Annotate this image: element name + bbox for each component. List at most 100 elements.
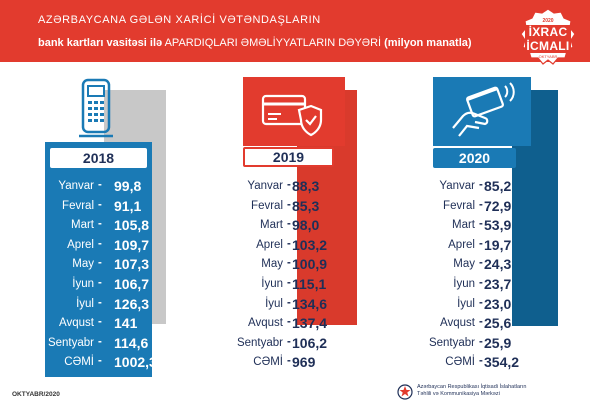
month-label: Fevral xyxy=(62,199,94,212)
year-label: 2020 xyxy=(433,148,516,168)
title-rest-part: APARDIQLARI ƏMƏLİYYATLARIN DƏYƏRİ xyxy=(162,37,385,49)
dash-separator: - xyxy=(287,218,291,231)
value-label: 141 xyxy=(114,315,138,332)
dash-separator: - xyxy=(479,277,483,289)
month-label: İyun xyxy=(72,278,94,290)
dash-separator: - xyxy=(98,179,102,191)
month-row: Yanvar -88,3 xyxy=(0,178,590,196)
month-label: İyun xyxy=(453,278,475,290)
month-row: Fevral -91,1 xyxy=(0,198,590,216)
month-label: Aprel xyxy=(448,238,475,251)
value-label: 25,9 xyxy=(484,334,512,351)
month-label: Avqust xyxy=(59,317,94,330)
month-row: Avqust -141 xyxy=(0,315,590,333)
dash-separator: - xyxy=(287,316,291,329)
month-row: Sentyabr -106,2 xyxy=(0,335,590,353)
export-review-badge: 2020 İXRAC İCMALI OKTYABR xyxy=(519,8,577,70)
year-label: 2018 xyxy=(50,148,147,168)
month-label: Yanvar xyxy=(247,180,283,192)
org-line1: Azərbaycan Respublikası İqtisadi İslahat… xyxy=(417,384,527,390)
value-label: 115,1 xyxy=(292,276,327,292)
dash-separator: - xyxy=(98,218,102,231)
panel-icon-card xyxy=(433,77,531,146)
dash-separator: - xyxy=(287,355,291,368)
org-line2: Təhlili və Kommunikasiya Mərkəzi xyxy=(417,391,500,397)
value-label: 23,0 xyxy=(484,295,512,312)
value-label: 137,4 xyxy=(292,315,328,332)
header-banner: AZƏRBAYCANA GƏLƏN XARİCİ VƏTƏNDAŞLARIN b… xyxy=(0,0,590,62)
value-label: 23,7 xyxy=(484,276,512,292)
value-label: 72,9 xyxy=(484,197,512,214)
month-row: Aprel -109,7 xyxy=(0,237,590,255)
year-label: 2019 xyxy=(243,147,334,167)
total-row: CƏMİ -969 xyxy=(0,354,590,372)
value-label: 105,8 xyxy=(114,217,150,234)
badge-small-text: OKTYABR xyxy=(538,54,558,59)
dash-separator: - xyxy=(287,237,291,250)
month-row: Avqust -137,4 xyxy=(0,315,590,333)
dash-separator: - xyxy=(479,316,483,329)
panel-card xyxy=(45,142,152,377)
month-row: Yanvar -99,8 xyxy=(0,178,590,196)
value-label: 100,9 xyxy=(292,256,328,273)
month-label: Sentyabr xyxy=(236,336,283,349)
month-row: May -107,3 xyxy=(0,256,590,274)
month-row: Mart -98,0 xyxy=(0,217,590,235)
month-label: İyul xyxy=(76,297,94,310)
dash-separator: - xyxy=(479,198,483,211)
month-label: Avqust xyxy=(248,317,283,330)
month-label: İyun xyxy=(261,278,283,290)
month-row: Aprel -103,2 xyxy=(0,237,590,255)
dash-separator: - xyxy=(479,218,483,231)
dash-separator: - xyxy=(479,257,483,270)
month-label: May xyxy=(261,258,283,271)
dash-separator: - xyxy=(287,198,291,211)
dash-separator: - xyxy=(287,335,291,348)
value-label: 106,7 xyxy=(114,276,150,292)
value-label: 354,2 xyxy=(484,354,520,371)
month-label: İyul xyxy=(457,297,475,310)
footer-date: OKTYABR/2020 xyxy=(12,391,60,398)
dash-separator: - xyxy=(479,296,483,309)
dash-separator: - xyxy=(98,277,102,289)
month-label: Mart xyxy=(452,219,475,232)
title-line1: AZƏRBAYCANA GƏLƏN XARİCİ VƏTƏNDAŞLARIN xyxy=(38,14,321,26)
month-label: Sentyabr xyxy=(428,336,475,349)
month-label: Mart xyxy=(71,219,94,232)
value-label: 969 xyxy=(292,354,316,371)
panel-icon-card xyxy=(243,77,345,146)
value-label: 109,7 xyxy=(114,236,150,253)
value-label: 1002,3 xyxy=(114,354,157,371)
month-row: Mart -105,8 xyxy=(0,217,590,235)
dash-separator: - xyxy=(98,335,102,348)
value-label: 134,6 xyxy=(292,295,328,312)
title-unit-part: (milyon manatla) xyxy=(384,37,472,49)
value-label: 25,6 xyxy=(484,315,512,332)
month-label: Aprel xyxy=(256,238,283,251)
month-label: Avqust xyxy=(440,317,475,330)
dash-separator: - xyxy=(287,179,291,191)
pos-terminal-icon xyxy=(75,76,117,140)
month-row: Fevral -85,3 xyxy=(0,198,590,216)
dash-separator: - xyxy=(287,296,291,309)
value-label: 85,3 xyxy=(292,197,320,214)
month-label: İyul xyxy=(265,297,283,310)
value-label: 85,2 xyxy=(484,178,512,194)
month-row: Aprel -19,7 xyxy=(0,237,590,255)
secure-card-icon xyxy=(261,94,323,138)
month-row: Sentyabr -114,6 xyxy=(0,335,590,353)
month-label: May xyxy=(453,258,475,271)
title-line2: bank kartları vasitəsi ilə APARDIQLARI Ə… xyxy=(38,37,472,49)
month-row: May -24,3 xyxy=(0,256,590,274)
value-label: 53,9 xyxy=(484,217,512,234)
month-label: Aprel xyxy=(67,238,94,251)
state-emblem-icon xyxy=(397,383,413,401)
value-label: 126,3 xyxy=(114,295,150,312)
footer-organization: Azərbaycan Respublikası İqtisadi İslahat… xyxy=(417,384,577,398)
dash-separator: - xyxy=(479,335,483,348)
month-label: Fevral xyxy=(443,199,475,212)
month-row: İyul -23,0 xyxy=(0,296,590,314)
month-row: Fevral -72,9 xyxy=(0,198,590,216)
month-label: Yanvar xyxy=(439,180,475,192)
contactless-payment-icon xyxy=(449,80,519,142)
